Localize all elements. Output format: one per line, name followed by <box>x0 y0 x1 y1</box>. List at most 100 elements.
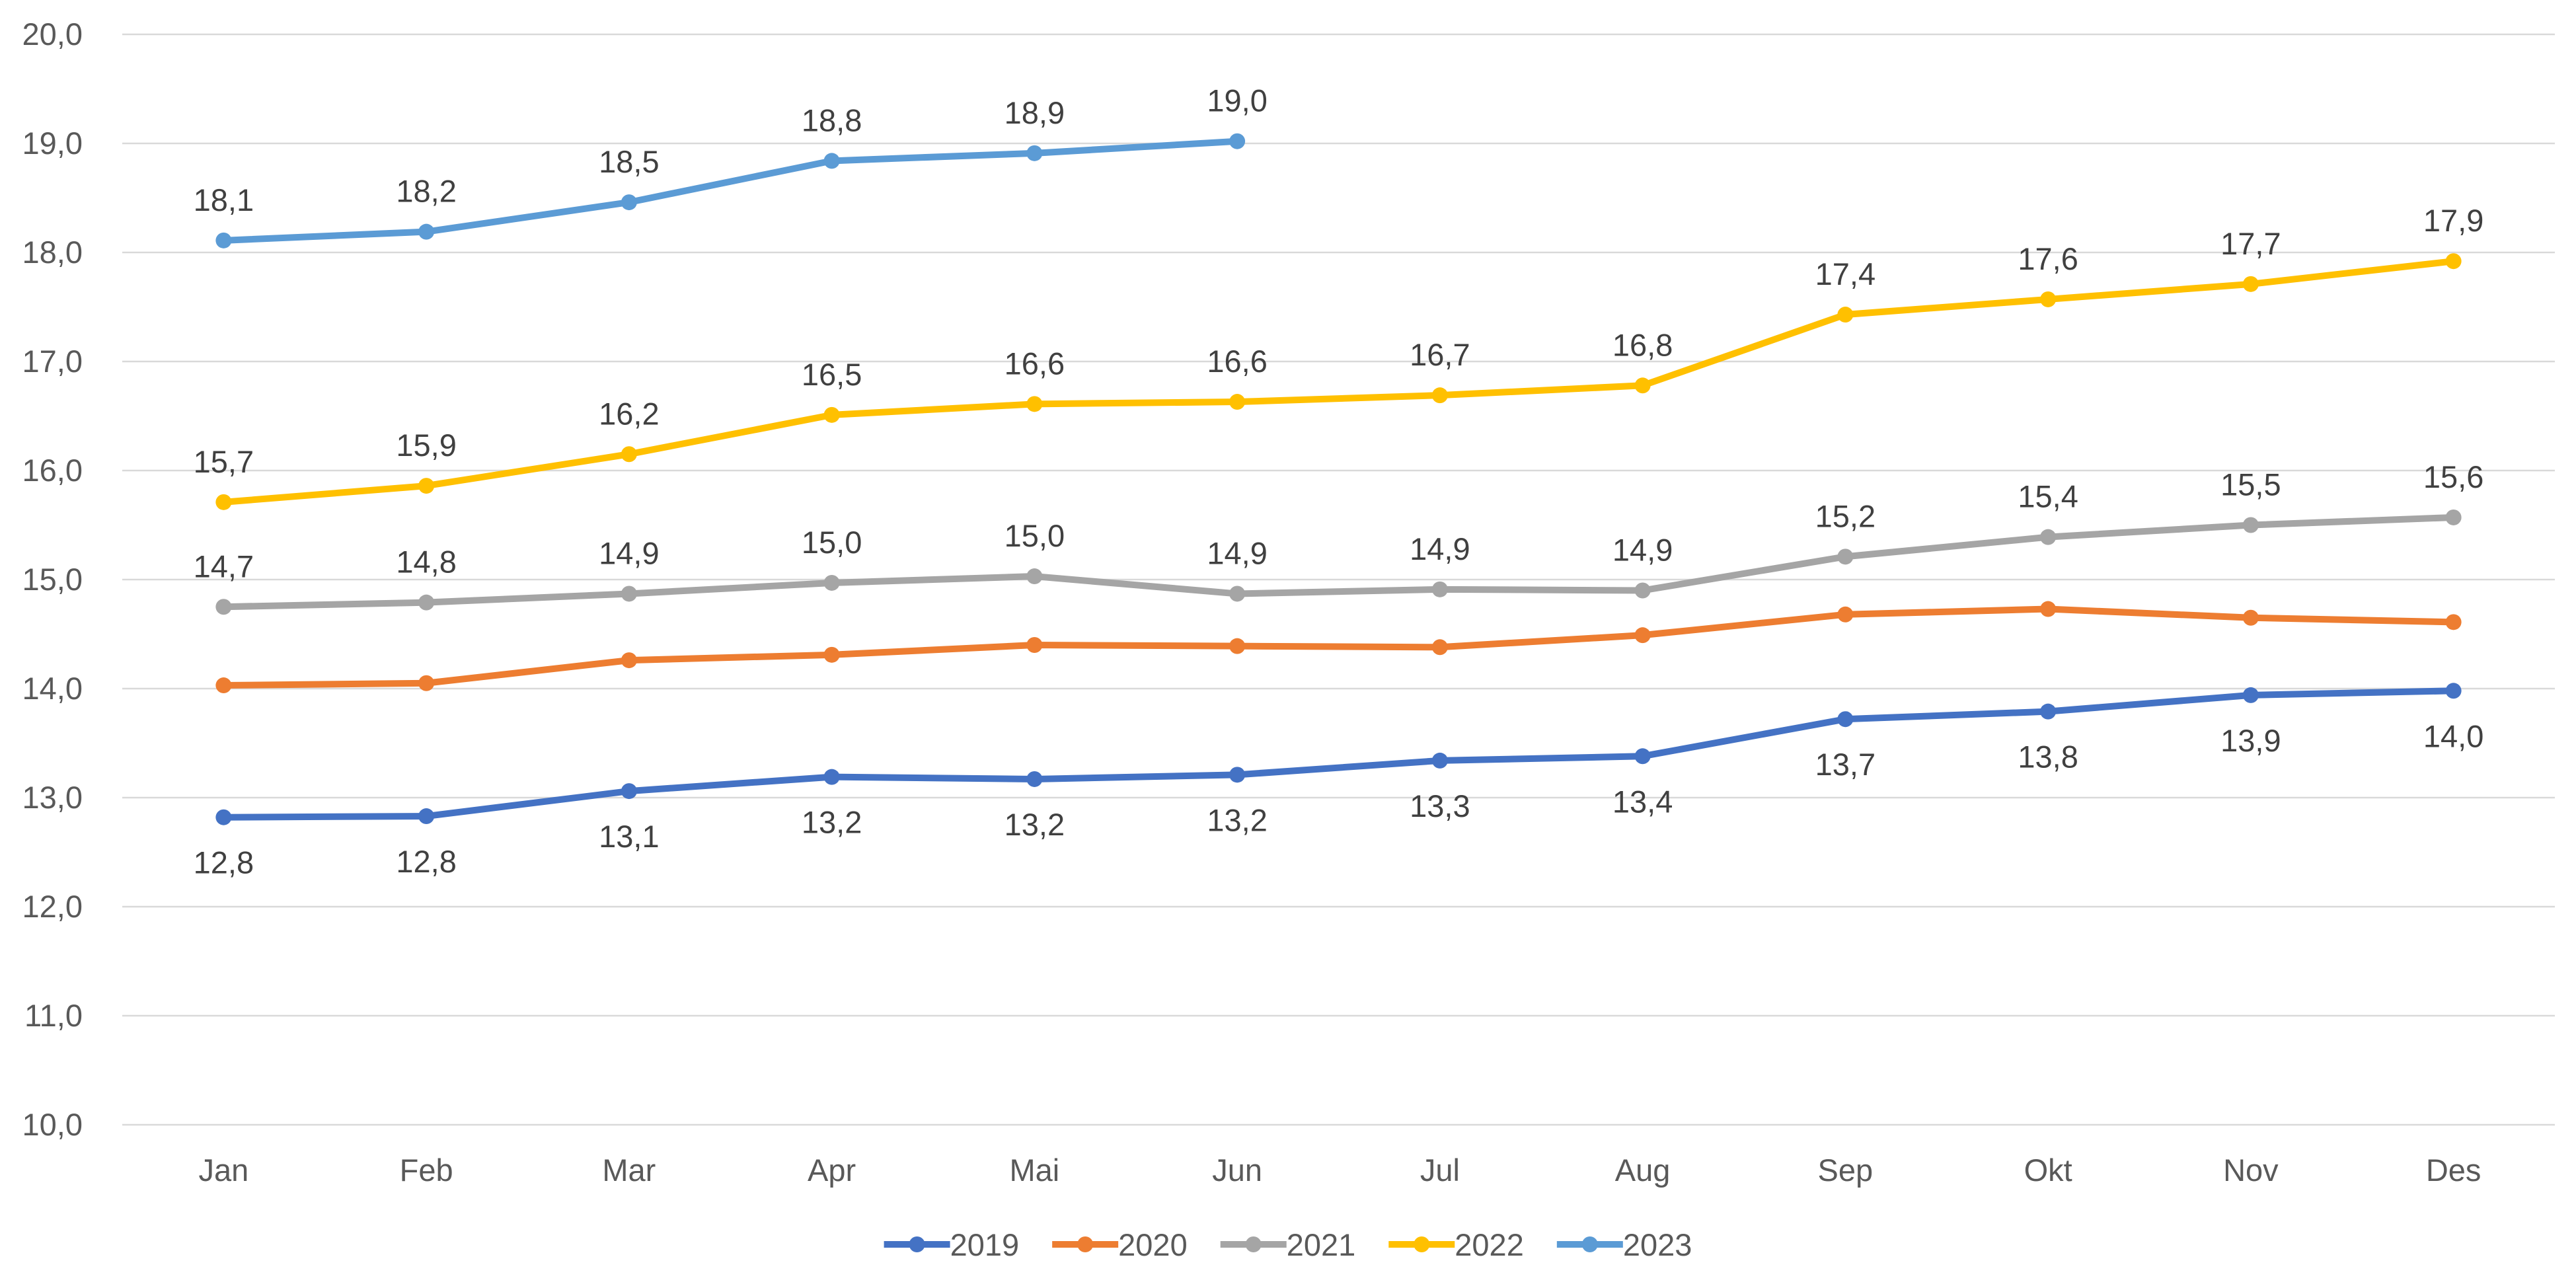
data-point <box>1026 771 1043 787</box>
data-point <box>2040 529 2057 545</box>
y-tick-label: 17,0 <box>22 344 83 379</box>
data-label: 14,0 <box>2423 718 2483 753</box>
data-point <box>621 586 637 602</box>
data-point <box>2040 291 2057 307</box>
data-point <box>215 232 232 248</box>
data-label: 13,4 <box>1612 784 1673 819</box>
data-point <box>1026 145 1043 161</box>
data-point <box>2242 687 2259 703</box>
data-label: 16,7 <box>1410 337 1470 372</box>
legend-label: 2019 <box>950 1227 1020 1262</box>
data-point <box>2040 703 2057 720</box>
data-label: 18,2 <box>396 174 456 209</box>
data-label: 19,0 <box>1207 83 1267 118</box>
x-tick-label: Jul <box>1420 1153 1460 1188</box>
x-tick-label: Nov <box>2223 1153 2279 1188</box>
data-point <box>2040 601 2057 617</box>
data-point <box>823 769 840 785</box>
data-point <box>2445 614 2462 630</box>
data-point <box>1229 133 1246 149</box>
data-point <box>823 153 840 169</box>
data-label: 17,9 <box>2423 203 2483 238</box>
data-point <box>823 406 840 423</box>
data-point <box>1229 767 1246 783</box>
data-label: 13,9 <box>2220 723 2281 758</box>
data-point <box>1431 752 1448 769</box>
x-tick-label: Okt <box>2024 1153 2072 1188</box>
data-label: 15,7 <box>194 444 254 479</box>
legend-item-2022: 2022 <box>1388 1227 1524 1262</box>
y-tick-label: 16,0 <box>22 453 83 488</box>
y-tick-label: 10,0 <box>22 1107 83 1142</box>
data-label: 13,3 <box>1410 788 1470 823</box>
y-tick-label: 20,0 <box>22 17 83 52</box>
data-point <box>418 478 435 494</box>
data-point <box>1837 549 1854 565</box>
y-tick-label: 13,0 <box>22 780 83 815</box>
y-tick-label: 11,0 <box>24 998 83 1033</box>
data-label: 15,9 <box>396 428 456 463</box>
legend-swatch-marker <box>1077 1236 1094 1252</box>
y-tick-label: 15,0 <box>22 562 83 597</box>
data-point <box>621 194 637 211</box>
data-point <box>418 594 435 611</box>
series-lines <box>215 133 2462 825</box>
y-tick-label: 14,0 <box>22 671 83 706</box>
data-label: 14,9 <box>1410 531 1470 566</box>
series-2021 <box>215 509 2462 615</box>
series-2019 <box>215 683 2462 825</box>
data-point <box>1837 606 1854 623</box>
legend-swatch-marker <box>1245 1236 1262 1252</box>
legend-item-2020: 2020 <box>1052 1227 1188 1262</box>
data-point <box>621 652 637 669</box>
legend-item-2019: 2019 <box>884 1227 1020 1262</box>
legend-label: 2022 <box>1455 1227 1524 1262</box>
data-label: 18,5 <box>599 144 659 179</box>
y-tick-label: 12,0 <box>22 889 83 924</box>
data-label: 16,2 <box>599 396 659 431</box>
data-point <box>823 646 840 663</box>
data-label: 14,9 <box>1207 535 1267 570</box>
data-point <box>215 677 232 694</box>
data-point <box>2445 683 2462 699</box>
data-label: 16,8 <box>1612 327 1673 362</box>
data-point <box>1634 377 1651 394</box>
x-axis-ticks: Jan Feb Mar Apr Mai Jun Jul Aug Sep Okt Nov Des <box>198 1153 2481 1188</box>
x-tick-label: Jan <box>198 1153 248 1188</box>
data-label: 15,0 <box>802 525 862 560</box>
data-label: 14,7 <box>194 549 254 584</box>
data-point <box>215 809 232 825</box>
data-label: 12,8 <box>194 845 254 880</box>
legend-swatch-marker <box>1581 1236 1598 1252</box>
data-label: 13,2 <box>802 805 862 840</box>
data-label: 17,4 <box>1815 256 1875 291</box>
x-tick-label: Aug <box>1615 1153 1671 1188</box>
data-label: 12,8 <box>396 844 456 879</box>
legend-item-2021: 2021 <box>1220 1227 1355 1262</box>
data-label: 15,2 <box>1815 498 1875 533</box>
x-tick-label: Des <box>2426 1153 2481 1188</box>
legend-swatch-marker <box>1414 1236 1430 1252</box>
data-label: 14,9 <box>1612 533 1673 568</box>
x-tick-label: Mar <box>602 1153 656 1188</box>
data-point <box>1431 581 1448 597</box>
data-point <box>621 446 637 463</box>
data-label: 15,0 <box>1004 518 1065 553</box>
data-label: 15,5 <box>2220 467 2281 502</box>
data-point <box>215 599 232 615</box>
data-point <box>823 574 840 591</box>
x-tick-label: Mai <box>1010 1153 1060 1188</box>
data-point <box>621 783 637 800</box>
data-point <box>1837 711 1854 728</box>
data-label: 16,5 <box>802 357 862 392</box>
data-point <box>1634 748 1651 765</box>
data-label: 17,6 <box>2018 241 2078 276</box>
data-point <box>2242 517 2259 533</box>
data-label: 13,1 <box>599 819 659 854</box>
data-point <box>1634 627 1651 644</box>
legend-swatch-marker <box>909 1236 925 1252</box>
data-label: 13,7 <box>1815 747 1875 782</box>
legend-label: 2023 <box>1623 1227 1692 1262</box>
data-point <box>1229 394 1246 410</box>
